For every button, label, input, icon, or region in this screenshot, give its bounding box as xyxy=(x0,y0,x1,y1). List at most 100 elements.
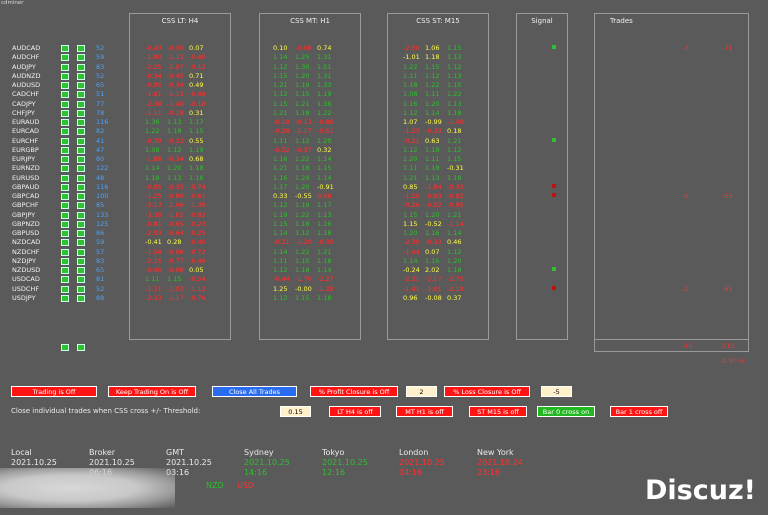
bar1-cross-button[interactable]: Bar 1 cross off xyxy=(610,406,668,417)
mt-value: 1.15 xyxy=(295,256,310,265)
symbol-button-2[interactable] xyxy=(77,82,85,89)
symbol-button-2[interactable] xyxy=(77,174,85,182)
symbol-button-1[interactable] xyxy=(61,119,69,126)
symbol-button-1[interactable] xyxy=(61,257,69,265)
symbol-button-2[interactable] xyxy=(77,276,85,284)
symbol-button-2[interactable] xyxy=(77,239,85,247)
symbol-button-1[interactable] xyxy=(61,276,69,284)
symbol-button-2[interactable] xyxy=(77,294,85,302)
lt-value: -0.23 xyxy=(167,136,184,145)
st-value: 1.16 xyxy=(425,229,440,237)
lt-value: 1.13 xyxy=(167,118,182,126)
symbol-button-2[interactable] xyxy=(77,137,85,145)
symbol-button-1[interactable] xyxy=(61,82,69,89)
lt-h4-button[interactable]: LT H4 is off xyxy=(329,406,381,417)
lt-value: 0.49 xyxy=(189,81,204,89)
symbol-count: 133 xyxy=(96,210,109,219)
lt-value: -1.88 xyxy=(145,155,162,163)
symbol-button-1[interactable] xyxy=(61,202,69,210)
signal-marker xyxy=(552,137,556,142)
symbol-button-1[interactable] xyxy=(61,183,69,191)
profit-closure-button[interactable]: % Profit Closure is Off xyxy=(310,386,398,397)
symbol-button-2[interactable] xyxy=(77,193,85,200)
st-value: -2.75 xyxy=(447,275,464,284)
global-button-1[interactable] xyxy=(61,344,69,351)
symbol-button-2[interactable] xyxy=(77,230,85,237)
symbol-button-1[interactable] xyxy=(61,156,69,163)
mt-value: 1.14 xyxy=(273,229,288,237)
mt-value: 1.14 xyxy=(317,173,332,182)
symbol-button-2[interactable] xyxy=(77,285,85,293)
symbol-button-1[interactable] xyxy=(61,146,69,154)
symbol-button-2[interactable] xyxy=(77,91,85,99)
mt-value: 1.15 xyxy=(273,219,288,228)
threshold-input[interactable]: 0.15 xyxy=(280,406,311,417)
symbol-button-1[interactable] xyxy=(61,91,69,99)
symbol-button-2[interactable] xyxy=(77,54,85,62)
symbol-button-1[interactable] xyxy=(61,128,69,136)
mt-value: 1.14 xyxy=(273,247,288,256)
symbol-count: 41 xyxy=(96,136,105,145)
symbol-button-2[interactable] xyxy=(77,267,85,274)
mt-value: 1.12 xyxy=(295,136,310,145)
global-button-2[interactable] xyxy=(77,344,85,351)
symbol-button-2[interactable] xyxy=(77,72,85,80)
symbol-name: AUDJPY xyxy=(12,62,36,71)
symbol-button-1[interactable] xyxy=(61,294,69,302)
lt-value: -0.81 xyxy=(145,219,162,228)
st-value: -0.33 xyxy=(425,127,442,136)
symbol-button-2[interactable] xyxy=(77,202,85,210)
symbol-button-1[interactable] xyxy=(61,248,69,256)
symbol-button-1[interactable] xyxy=(61,100,69,108)
loss-value-input[interactable]: -5 xyxy=(541,386,572,397)
mt-value: 1.12 xyxy=(295,229,310,237)
st-value: 1.22 xyxy=(447,90,462,99)
symbol-button-2[interactable] xyxy=(77,63,85,71)
currency-nzd: NZD xyxy=(206,481,224,490)
profit-value-input[interactable]: 2 xyxy=(406,386,437,397)
symbol-button-2[interactable] xyxy=(77,211,85,219)
st-value: -1.14 xyxy=(447,219,464,228)
symbol-button-2[interactable] xyxy=(77,183,85,191)
symbol-button-2[interactable] xyxy=(77,146,85,154)
st-value: 1.20 xyxy=(403,229,418,237)
symbol-button-1[interactable] xyxy=(61,211,69,219)
symbol-button-2[interactable] xyxy=(77,220,85,228)
lt-value: 1.18 xyxy=(145,173,160,182)
mt-h1-button[interactable]: MT H1 is off xyxy=(396,406,453,417)
symbol-button-1[interactable] xyxy=(61,239,69,247)
corner-label: cdminer xyxy=(1,0,24,6)
symbol-button-1[interactable] xyxy=(61,230,69,237)
symbol-button-1[interactable] xyxy=(61,267,69,274)
symbol-button-1[interactable] xyxy=(61,72,69,80)
symbol-button-2[interactable] xyxy=(77,165,85,173)
symbol-button-1[interactable] xyxy=(61,174,69,182)
lt-value: 1.15 xyxy=(189,127,204,136)
symbol-button-1[interactable] xyxy=(61,285,69,293)
mt-value: -0.91 xyxy=(317,182,334,191)
trading-toggle-button[interactable]: Trading is Off xyxy=(11,386,97,397)
loss-closure-button[interactable]: % Loss Closure is Off xyxy=(444,386,530,397)
symbol-button-1[interactable] xyxy=(61,63,69,71)
symbol-button-1[interactable] xyxy=(61,45,69,52)
symbol-button-2[interactable] xyxy=(77,100,85,108)
symbol-button-1[interactable] xyxy=(61,109,69,117)
symbol-button-2[interactable] xyxy=(77,45,85,52)
symbol-button-1[interactable] xyxy=(61,220,69,228)
symbol-button-1[interactable] xyxy=(61,54,69,62)
symbol-button-2[interactable] xyxy=(77,128,85,136)
symbol-button-2[interactable] xyxy=(77,109,85,117)
symbol-button-2[interactable] xyxy=(77,257,85,265)
symbol-button-1[interactable] xyxy=(61,137,69,145)
symbol-button-1[interactable] xyxy=(61,193,69,200)
symbol-button-2[interactable] xyxy=(77,156,85,163)
lt-value: 1.36 xyxy=(145,118,160,126)
symbol-button-1[interactable] xyxy=(61,165,69,173)
keep-trading-button[interactable]: Keep Trading On is Off xyxy=(108,386,196,397)
symbol-button-2[interactable] xyxy=(77,248,85,256)
bar0-cross-button[interactable]: Bar 0 cross on xyxy=(537,406,595,417)
close-all-trades-button[interactable]: Close All Trades xyxy=(212,386,297,397)
symbol-count: 65 xyxy=(96,266,105,274)
st-m15-button[interactable]: ST M15 is off xyxy=(469,406,527,417)
symbol-button-2[interactable] xyxy=(77,119,85,126)
